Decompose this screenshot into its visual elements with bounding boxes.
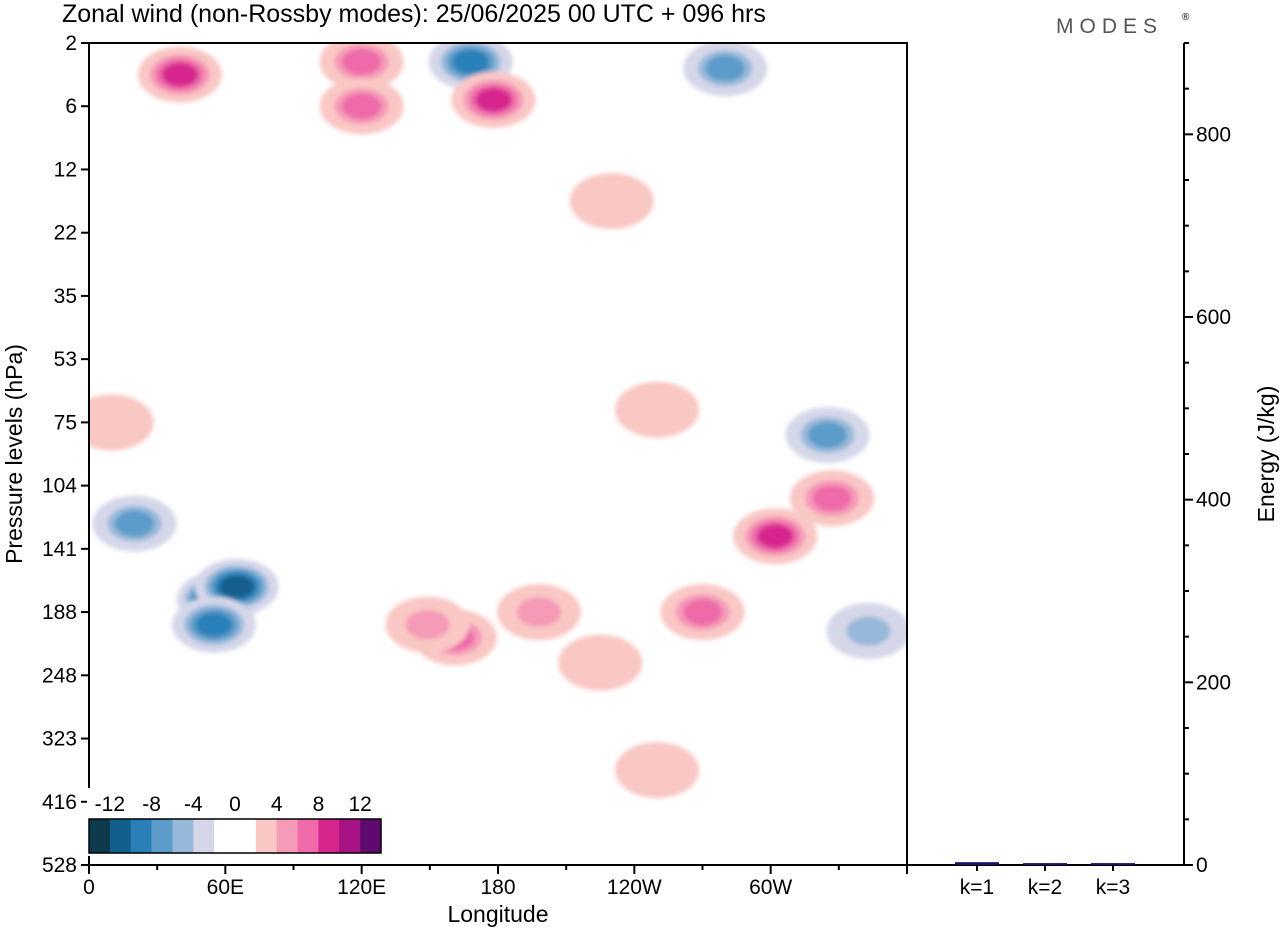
longitude-tick-label: 120W: [607, 876, 662, 899]
energy-tick-label: 200: [1196, 671, 1231, 694]
modes-logo-mark: ®: [1182, 12, 1190, 23]
colorbar-label: 4: [271, 793, 283, 816]
heatmap-cell-17-3: [516, 597, 561, 627]
energy-tick-label: 400: [1196, 489, 1231, 512]
colorbar-label: 8: [313, 793, 325, 816]
colorbar-swatch: [360, 819, 382, 853]
pressure-tick-label: 104: [42, 475, 77, 498]
colorbar-swatch: [109, 819, 132, 853]
colorbar-swatch: [255, 819, 278, 853]
heatmap-cell-21-1: [615, 381, 700, 438]
modes-logo: MODES: [1056, 15, 1163, 38]
colorbar-legend: -12 -8 -4 0 4 8 12: [87, 788, 383, 856]
x-axis-label: Longitude: [447, 901, 548, 927]
heatmap-cell-4-5: [452, 49, 489, 74]
heatmap-cell-19-2: [630, 752, 685, 789]
chart-title: Zonal wind (non-Rossby modes): 25/06/202…: [62, 0, 766, 28]
colorbar-label: 0: [229, 793, 241, 816]
heatmap-cell-13-4: [812, 485, 852, 512]
colorbar-outline: [88, 818, 382, 854]
energy-axis-ticks: 0 200 400 600 800: [1184, 42, 1231, 877]
colorbar-swatch: [235, 819, 257, 853]
heatmap-frame: [88, 42, 908, 866]
colorbar-swatch: [297, 819, 319, 853]
longitude-tick-label: 60W: [749, 876, 792, 899]
heatmap-cell-16-4: [683, 599, 722, 626]
heatmap-plot-area: [89, 43, 907, 799]
longitude-axis-ticks: 0 60E 120E 180 120W 60W: [83, 865, 908, 899]
longitude-tick-label: 0: [83, 876, 95, 899]
energy-tick-label: 0: [1196, 854, 1208, 877]
heatmap-cell-8-5: [475, 87, 512, 112]
heatmap-cell-20-1: [569, 173, 654, 230]
heatmap-cell-10-4: [342, 48, 382, 75]
heatmap-cell-2-5: [195, 612, 232, 637]
pressure-tick-label: 528: [42, 854, 77, 877]
energy-category-label: k=3: [1096, 876, 1130, 899]
pressure-tick-label: 188: [42, 601, 77, 624]
colorbar-swatch: [193, 819, 215, 853]
y-axis-label: Pressure levels (hPa): [1, 344, 27, 564]
pressure-axis-ticks: 2 6 12 22 35 53 75 104 141 188 248 323 416 528: [42, 32, 89, 877]
energy-bar-k=2: [1023, 863, 1067, 866]
heatmap-cell-1-6: [219, 575, 254, 599]
pressure-tick-label: 2: [65, 32, 77, 55]
pressure-tick-label: 12: [54, 158, 77, 181]
heatmap-cell-3-4: [114, 510, 154, 537]
heatmap-cell-22-2: [89, 404, 139, 441]
colorbar-swatch: [130, 819, 152, 853]
colorbar-swatch: [214, 819, 236, 853]
heatmap-cell-6-4: [807, 422, 847, 449]
longitude-tick-label: 180: [480, 876, 515, 899]
energy-category-label: k=1: [960, 876, 994, 899]
pressure-tick-label: 53: [54, 348, 77, 371]
pressure-tick-label: 6: [65, 95, 77, 118]
pressure-tick-label: 35: [54, 285, 77, 308]
energy-bars: k=1 k=2 k=3: [955, 862, 1135, 899]
energy-axis-label: Energy (J/kg): [1253, 386, 1279, 523]
heatmap-cell-5-4: [705, 55, 745, 82]
colorbar-swatch: [318, 819, 340, 853]
colorbar-swatch: [339, 819, 361, 853]
longitude-tick-label: 60E: [207, 876, 244, 899]
heatmap-cell-11-4: [342, 93, 382, 120]
pressure-tick-label: 75: [54, 411, 77, 434]
energy-tick-label: 800: [1196, 123, 1231, 146]
energy-tick-label: 600: [1196, 306, 1231, 329]
energy-bar-k=1: [955, 862, 999, 865]
pressure-tick-label: 323: [42, 728, 77, 751]
energy-bar-k=3: [1091, 863, 1135, 866]
pressure-tick-label: 141: [42, 538, 77, 561]
heatmap-cell-7-3: [846, 616, 891, 646]
longitude-tick-label: 120E: [337, 876, 386, 899]
pressure-tick-label: 248: [42, 664, 77, 687]
heatmap-cell-9-5: [161, 62, 198, 87]
heatmap-cell-18-2: [573, 644, 628, 681]
colorbar-label: -8: [142, 793, 161, 816]
heatmap-cell-15-3: [405, 610, 450, 640]
colorbar-swatch: [151, 819, 173, 853]
colorbar-label: -4: [184, 793, 203, 816]
colorbar-label: -12: [95, 793, 125, 816]
energy-category-label: k=2: [1028, 876, 1062, 899]
colorbar-swatch: [276, 819, 298, 853]
colorbar-swatch: [89, 819, 111, 853]
pressure-tick-label: 22: [54, 222, 77, 245]
pressure-tick-label: 416: [42, 791, 77, 814]
colorbar-swatch: [172, 819, 194, 853]
colorbar-label: 12: [348, 793, 371, 816]
heatmap-cell-12-5: [757, 524, 794, 549]
